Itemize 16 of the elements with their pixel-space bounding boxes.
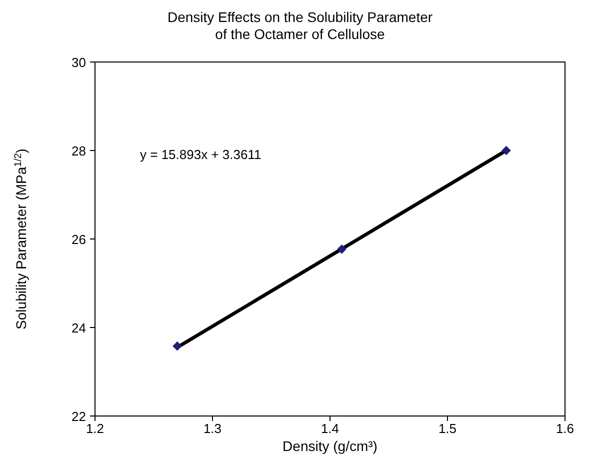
y-tick-label: 28 bbox=[72, 144, 86, 158]
x-tick-label: 1.2 bbox=[86, 421, 104, 436]
x-tick-label: 1.4 bbox=[320, 421, 340, 436]
y-tick-label: 30 bbox=[72, 55, 86, 70]
y-tick-label: 24 bbox=[72, 320, 86, 336]
annotation: y = 15.893x + 3.3611 bbox=[140, 147, 262, 162]
point bbox=[172, 342, 182, 351]
x-tick-label: 1.5 bbox=[438, 421, 457, 436]
point bbox=[337, 244, 346, 254]
point bbox=[502, 146, 511, 155]
y-tick-label: 26 bbox=[72, 232, 86, 247]
x-tick-label: 1.3 bbox=[203, 421, 222, 436]
y-tick-label: 22 bbox=[72, 409, 86, 424]
x-axis-title: Density (g/cm³) bbox=[282, 438, 378, 454]
chart-title: Density Effects on the Solubility Parameter of the Octamer of Cellulose bbox=[167, 9, 433, 42]
x-tick-label: 1.6 bbox=[556, 421, 574, 436]
